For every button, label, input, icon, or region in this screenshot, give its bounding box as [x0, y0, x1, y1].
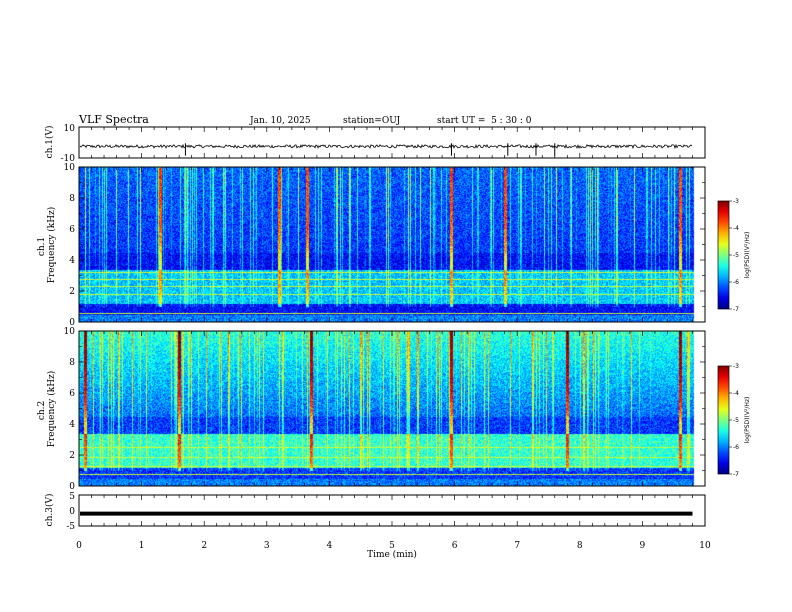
colorbar-label: log(PSD)(V²/Hz) [744, 397, 751, 444]
ch2-colorbar: -3 -4 -5 -6 -7 log(PSD)(V²/Hz) [717, 363, 751, 478]
x-tick-label: 10 [699, 541, 711, 551]
ch2-spectrogram-ylabel: ch.2 Frequency (kHz) [37, 371, 57, 448]
ch3-ytick-bottom: -5 [66, 522, 75, 532]
header-start-time: start UT = 5 : 30 : 0 [437, 116, 532, 126]
ch1-ytick-top: 10 [64, 124, 76, 134]
x-tick-label: 9 [640, 541, 646, 551]
colorbar-tick-label: -7 [733, 306, 739, 313]
ch2-freq-ticks: 0 2 4 6 8 10 [64, 327, 705, 492]
freq-tick-label: 2 [69, 287, 75, 297]
x-tick-label: 2 [201, 541, 207, 551]
colorbar-gradient [717, 365, 730, 475]
colorbar-tick-label: -4 [733, 225, 739, 232]
colorbar-tick-label: -3 [733, 198, 739, 205]
ch1-spectrogram-ylabel-line1: ch.1 [37, 237, 47, 256]
freq-tick-label: 2 [69, 451, 75, 461]
x-tick-label: 1 [139, 541, 145, 551]
x-tick-label: 8 [577, 541, 583, 551]
ch3-ytick-mid: 0 [69, 507, 75, 517]
ch1-spectrogram-ylabel-line2: Frequency (kHz) [46, 207, 57, 284]
freq-tick-label: 6 [69, 225, 75, 235]
colorbar-tick-label: -5 [733, 417, 739, 424]
ch1-waveform-ylabel: ch.1(V) [44, 126, 55, 159]
freq-tick-label: 4 [69, 420, 75, 430]
colorbar-tick-label: -3 [733, 363, 739, 370]
colorbar-tick-label: -6 [733, 444, 739, 451]
colorbar-tick-label: -5 [733, 252, 739, 259]
ch1-spikes [184, 143, 556, 156]
freq-tick-label: 8 [69, 358, 75, 368]
freq-tick-label: 8 [69, 194, 75, 204]
ch2-spectrogram-ylabel-line1: ch.2 [37, 401, 47, 420]
ch3-waveform-panel: 5 0 -5 ch.3(V) [44, 492, 706, 532]
colorbar-tick-label: -6 [733, 279, 739, 286]
colorbar-gradient [717, 200, 730, 310]
ch1-ytick-bottom: -10 [61, 154, 76, 164]
ch2-spectrogram [79, 331, 705, 486]
ch1-colorbar: -3 -4 -5 -6 -7 log(PSD)(V²/Hz) [717, 198, 751, 313]
ch1-trace [79, 143, 693, 150]
ch2-spectrogram-panel: 0 2 4 6 8 10 ch.2 Frequency (kHz) -3 -4 -5 -6 -7 l… [37, 327, 751, 492]
ch3-ytick-top: 5 [69, 492, 75, 502]
x-axis-ticks [78, 127, 706, 526]
ch1-freq-ticks: 0 2 4 6 8 10 [64, 163, 705, 328]
x-tick-label: 4 [327, 541, 333, 551]
x-tick-label: 6 [452, 541, 458, 551]
x-axis-tick-labels: 0 1 2 3 4 5 6 7 8 9 10 [76, 541, 711, 551]
freq-tick-label: 4 [69, 256, 75, 266]
ch1-spectrogram [79, 167, 705, 322]
freq-tick-label: 6 [69, 389, 75, 399]
header-station: station=OUJ [343, 116, 401, 126]
colorbar-label: log(PSD)(V²/Hz) [744, 232, 751, 279]
freq-tick-label: 10 [64, 163, 76, 173]
freq-tick-label: 10 [64, 327, 76, 337]
ch1-spectrogram-panel: 0 2 4 6 8 10 ch.1 Frequency (kHz) -3 -4 -5 -6 -7 l… [37, 163, 751, 328]
x-axis-label: Time (min) [367, 549, 417, 560]
ch1-spectrogram-ylabel: ch.1 Frequency (kHz) [37, 207, 57, 284]
x-tick-label: 3 [264, 541, 270, 551]
ch3-waveform-ylabel: ch.3(V) [44, 494, 55, 527]
freq-tick-label: 0 [69, 318, 75, 328]
header-date: Jan. 10, 2025 [249, 116, 311, 126]
x-tick-label: 5 [389, 541, 395, 551]
colorbar-tick-label: -4 [733, 390, 739, 397]
ch2-spectrogram-ylabel-line2: Frequency (kHz) [46, 371, 57, 448]
figure-title: VLF Spectra [78, 113, 149, 126]
freq-tick-label: 0 [69, 482, 75, 492]
ch1-waveform-panel: 10 -10 ch.1(V) [44, 124, 706, 164]
x-tick-label: 0 [76, 541, 82, 551]
colorbar-tick-label: -7 [733, 471, 739, 478]
x-tick-label: 7 [514, 541, 520, 551]
